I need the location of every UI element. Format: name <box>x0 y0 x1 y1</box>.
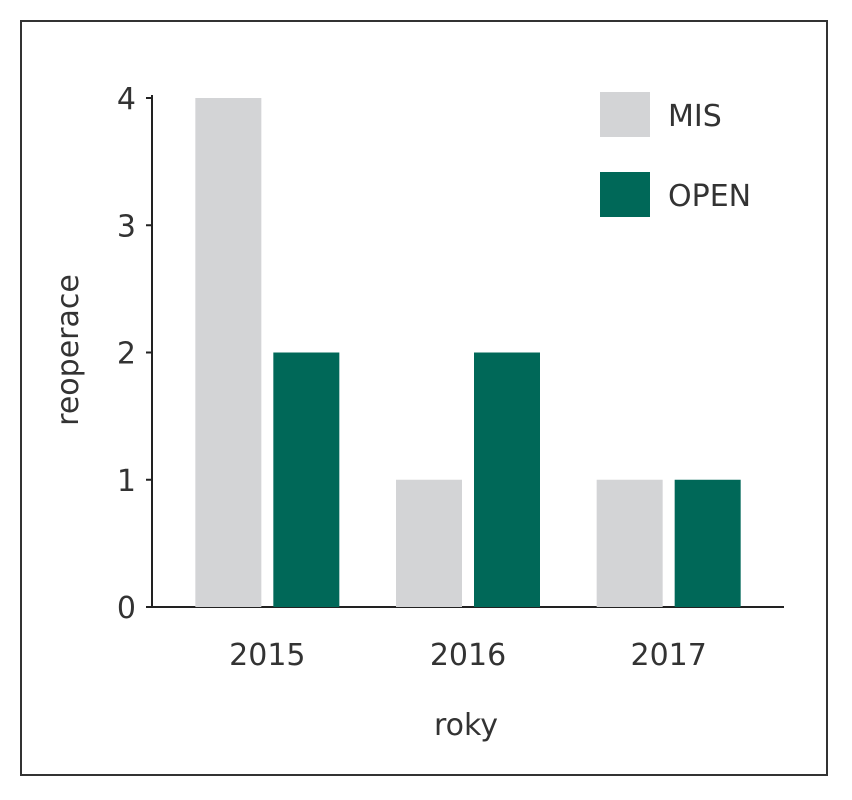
x-tick-label-2016: 2016 <box>430 638 506 673</box>
legend-swatch-open <box>600 172 650 217</box>
bar-mis-2017 <box>596 479 663 607</box>
legend: MIS OPEN <box>600 92 751 217</box>
bar-open-2015 <box>273 352 340 607</box>
y-tick-label-4: 4 <box>117 82 136 117</box>
bar-mis-2015 <box>195 98 262 607</box>
x-tick-label-2017: 2017 <box>630 638 706 673</box>
legend-label-mis: MIS <box>668 99 722 134</box>
bar-mis-2016 <box>396 479 462 607</box>
legend-swatch-mis <box>600 92 650 137</box>
y-tick-label-2: 2 <box>117 337 136 372</box>
bars <box>195 98 741 607</box>
legend-label-open: OPEN <box>668 179 751 214</box>
x-axis-label: roky <box>434 708 498 743</box>
y-tick-label-0: 0 <box>117 591 136 626</box>
y-tick-label-3: 3 <box>117 209 136 244</box>
y-tick-label-1: 1 <box>117 464 136 499</box>
chart-frame <box>20 20 828 776</box>
y-axis-label: reoperace <box>51 274 86 426</box>
x-ticks: 2015 2016 2017 <box>229 638 707 673</box>
x-tick-label-2015: 2015 <box>229 638 305 673</box>
bar-open-2016 <box>474 352 540 607</box>
bar-open-2017 <box>674 479 741 607</box>
y-ticks: 0 1 2 3 4 <box>117 82 152 626</box>
